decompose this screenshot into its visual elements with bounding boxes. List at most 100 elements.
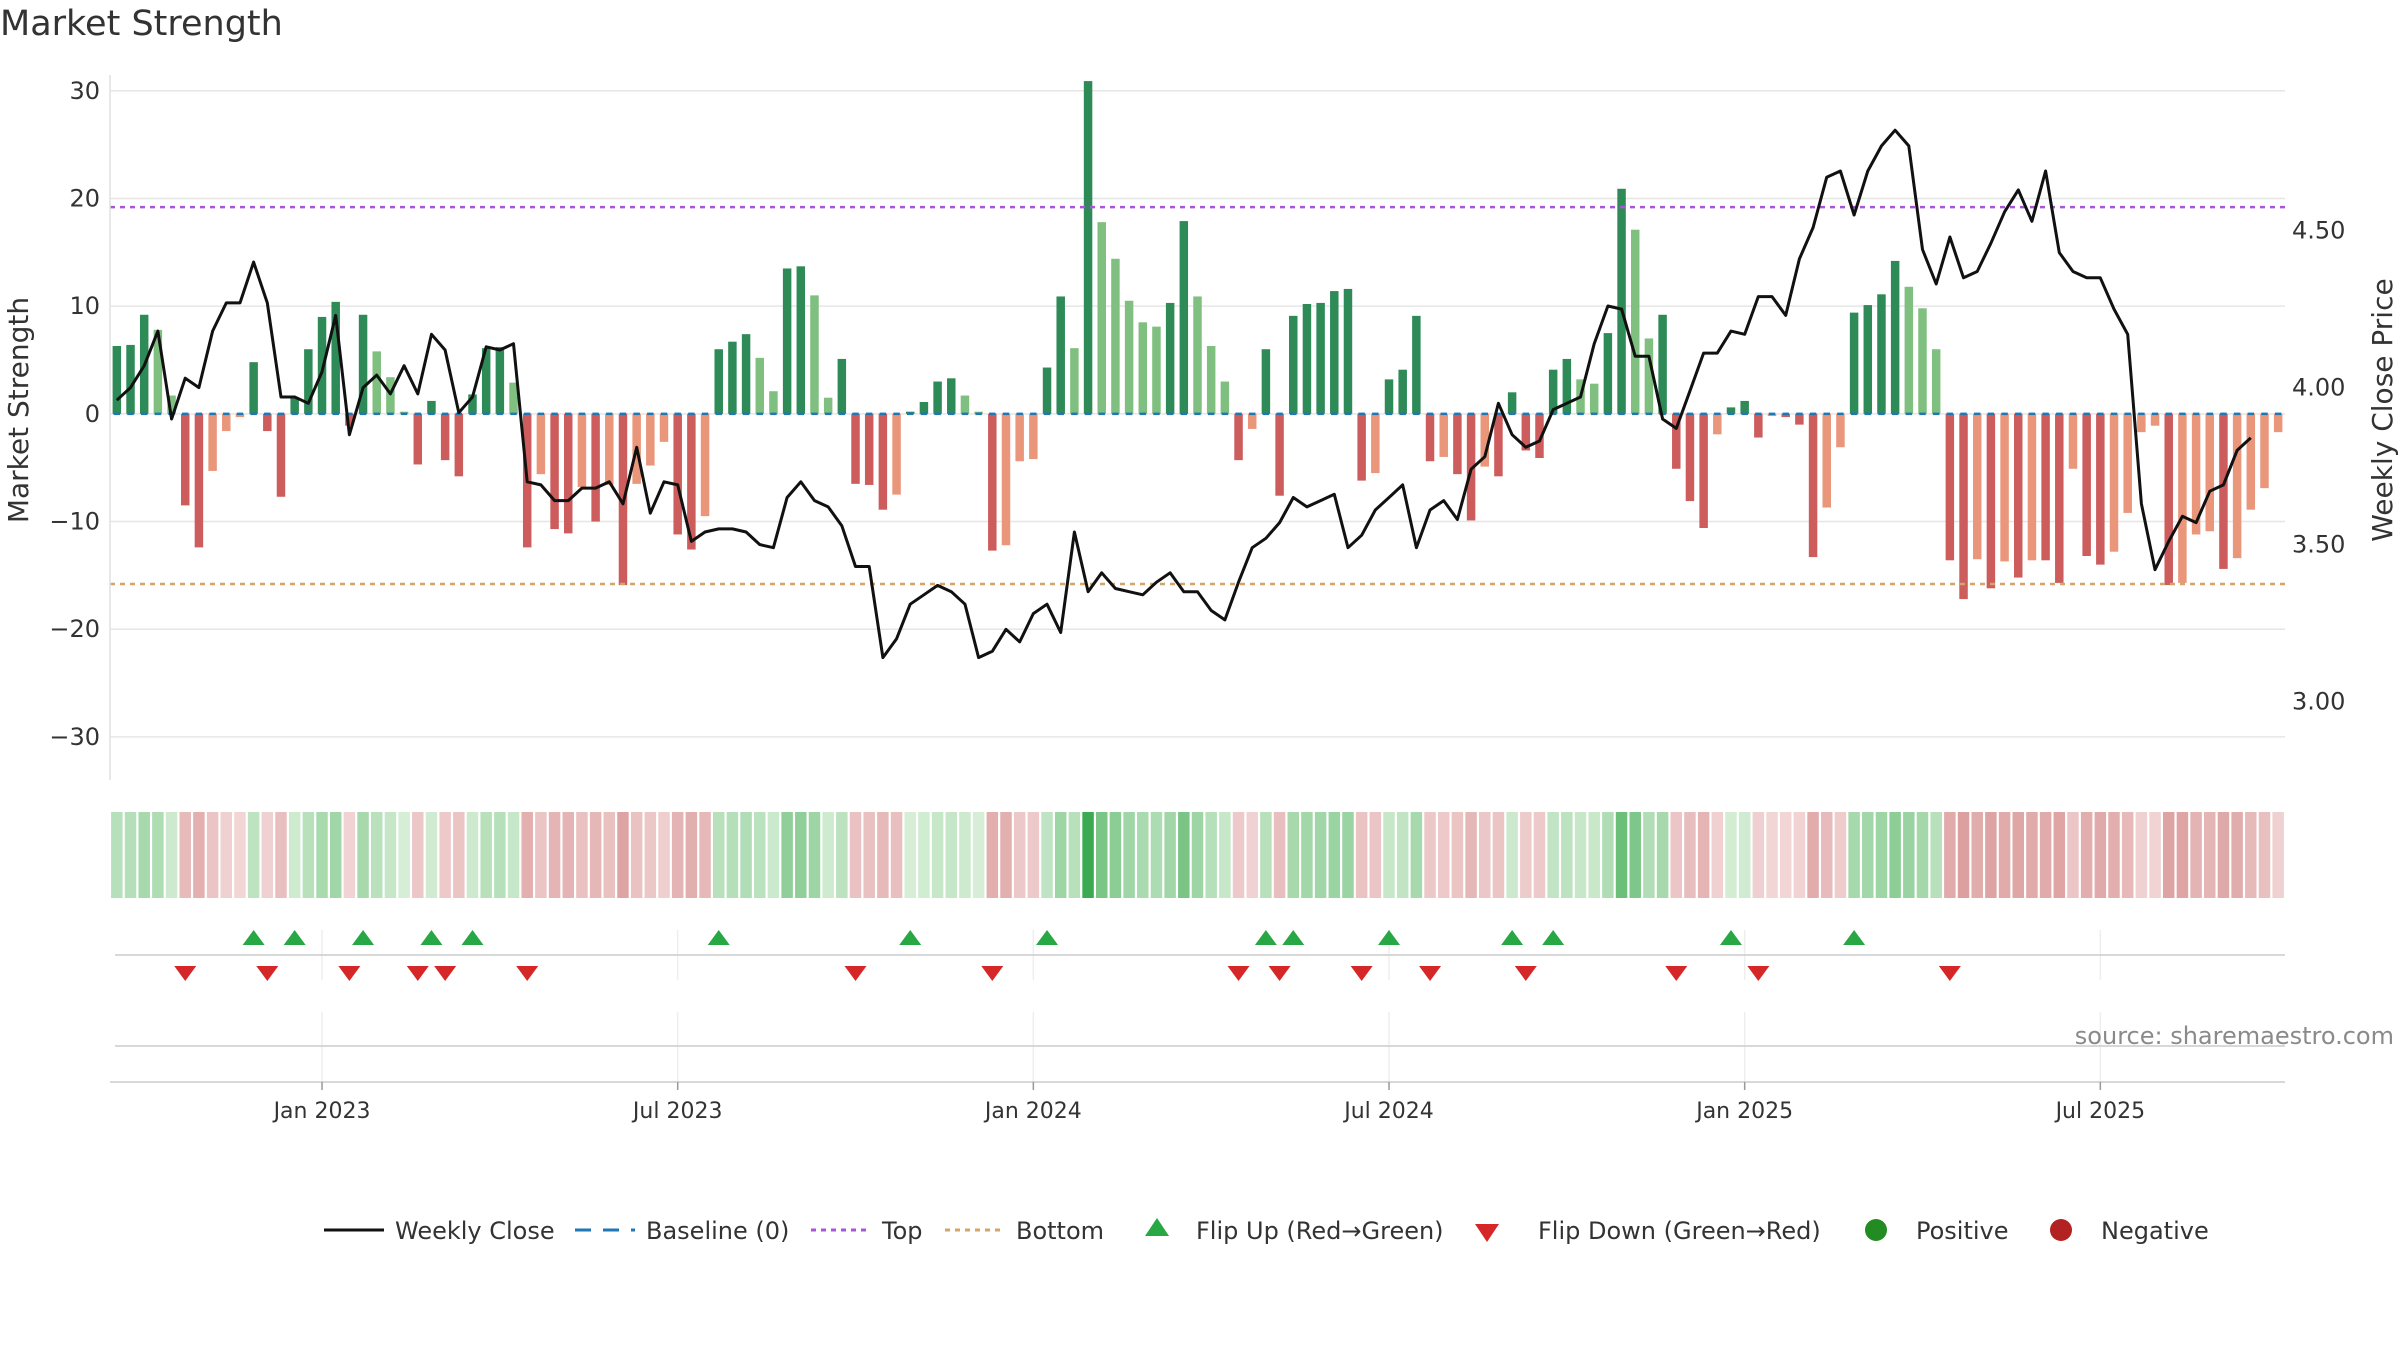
heat-strip-cell	[2108, 812, 2120, 898]
strength-bar	[810, 295, 819, 414]
heat-strip-cell	[220, 812, 233, 898]
strength-bar	[1685, 413, 1695, 502]
heat-strip-cell	[507, 812, 520, 898]
heat-strip-cell	[740, 812, 752, 898]
y2-tick-label: 4.50	[2292, 217, 2345, 245]
heat-strip-cell	[2135, 812, 2148, 898]
heat-strip-cell	[466, 812, 479, 898]
heat-strip-cell	[1711, 812, 1724, 898]
heat-strip-cell	[603, 812, 616, 898]
flip-down-marker	[1514, 966, 1537, 981]
heat-strip-cell	[1834, 812, 1847, 898]
heat-strip-cell	[1520, 812, 1532, 898]
strength-bar	[1111, 258, 1120, 414]
strength-bar	[1699, 413, 1708, 528]
strength-bar	[1001, 413, 1011, 546]
strength-bar	[1466, 413, 1476, 521]
heat-strip-cell	[1328, 812, 1341, 898]
legend-baseline[interactable]: Baseline (0)	[575, 1217, 789, 1245]
heat-strip-cell	[1137, 812, 1149, 898]
flip-down-marker	[338, 966, 361, 981]
strength-bar	[919, 402, 929, 414]
heat-strip-cell	[1178, 812, 1190, 898]
strength-bar	[345, 413, 354, 426]
strength-bar	[1480, 413, 1490, 467]
y2-axis-title: Weekly Close Price	[2366, 278, 2399, 541]
legend-bottom[interactable]: Bottom	[945, 1217, 1104, 1245]
legend-weekly-close[interactable]: Weekly Close	[324, 1217, 555, 1245]
y-tick-label: 30	[69, 77, 100, 105]
strength-bar	[1302, 304, 1312, 414]
strength-bar	[1986, 413, 1996, 589]
heat-strip-cell	[535, 812, 547, 898]
heat-strip-cell	[1725, 812, 1737, 898]
strength-bar	[550, 413, 559, 530]
strength-bar	[564, 413, 573, 534]
strength-bar	[358, 314, 368, 414]
heat-strip-cell	[425, 812, 438, 898]
heat-strip-cell	[630, 812, 643, 898]
heat-strip-cell	[1629, 812, 1641, 898]
strength-bar	[700, 413, 710, 517]
strength-bar	[577, 413, 587, 488]
strength-bar	[2109, 413, 2119, 552]
heat-strip-cell	[1889, 812, 1901, 898]
strength-bar	[892, 413, 901, 495]
strength-bar	[878, 413, 888, 510]
heat-strip-cell	[2149, 812, 2161, 898]
heat-strip-cell	[2190, 812, 2202, 898]
heat-strip-cell	[1574, 812, 1587, 898]
flip-up-marker	[899, 930, 922, 945]
heat-strip-cell	[494, 812, 506, 898]
legend-flip-up[interactable]: Flip Up (Red→Green)	[1145, 1217, 1444, 1245]
heat-strip-cell	[972, 812, 985, 898]
flip-down-marker	[1665, 966, 1688, 981]
strength-bar	[1959, 413, 1968, 600]
heat-strip-cell	[1219, 812, 1231, 898]
strength-bar	[1193, 296, 1202, 414]
x-tick-label: Jan 2024	[983, 1099, 1082, 1124]
heat-strip-cell	[2094, 812, 2107, 898]
strength-bar	[2027, 413, 2037, 561]
strength-bar	[317, 316, 327, 414]
heat-strip-cell	[1848, 812, 1860, 898]
strength-bar	[194, 413, 204, 548]
weekly-close-layer	[115, 128, 2252, 660]
legend-baseline-label: Baseline (0)	[646, 1217, 789, 1245]
flip-down-marker	[1350, 966, 1373, 981]
flip-up-marker	[1843, 930, 1866, 945]
heat-strip-cell	[781, 812, 793, 898]
legend-flip-down[interactable]: Flip Down (Green→Red)	[1475, 1217, 1821, 1245]
flip-down-marker	[1747, 966, 1770, 981]
y2-tick-label: 3.50	[2292, 531, 2345, 559]
strength-bar	[1918, 308, 1927, 414]
strength-bar	[1124, 300, 1134, 414]
heat-strip-cell	[822, 812, 834, 898]
strength-bar	[1234, 413, 1243, 461]
legend-top[interactable]: Top	[811, 1217, 923, 1245]
strength-bar	[427, 400, 436, 414]
legend-positive[interactable]: Positive	[1865, 1217, 2009, 1245]
heat-strip-cell	[124, 812, 137, 898]
flip-up-marker	[1254, 930, 1277, 945]
strength-bar	[1097, 222, 1106, 414]
strength-bar	[495, 347, 505, 414]
legend-negative[interactable]: Negative	[2050, 1217, 2209, 1245]
heat-strip-cell	[1985, 812, 1997, 898]
strength-bar	[1289, 315, 1298, 414]
heat-strip-cell	[1807, 812, 1819, 898]
strength-bar	[1808, 413, 1818, 558]
legend-positive-label: Positive	[1916, 1217, 2009, 1245]
strength-bar	[1343, 288, 1353, 414]
heat-strip-cell	[1821, 812, 1833, 898]
strength-bar	[1644, 338, 1654, 414]
heat-strip-cell	[685, 812, 698, 898]
strength-bar	[126, 344, 135, 414]
heat-strip-cell	[1260, 812, 1272, 898]
heat-strip-cell	[2012, 812, 2024, 898]
strength-bar	[1836, 413, 1845, 448]
heat-strip-cell	[275, 812, 287, 898]
strength-bar	[1152, 326, 1161, 414]
heat-strip-cell	[2121, 812, 2134, 898]
strength-bar	[823, 397, 833, 414]
